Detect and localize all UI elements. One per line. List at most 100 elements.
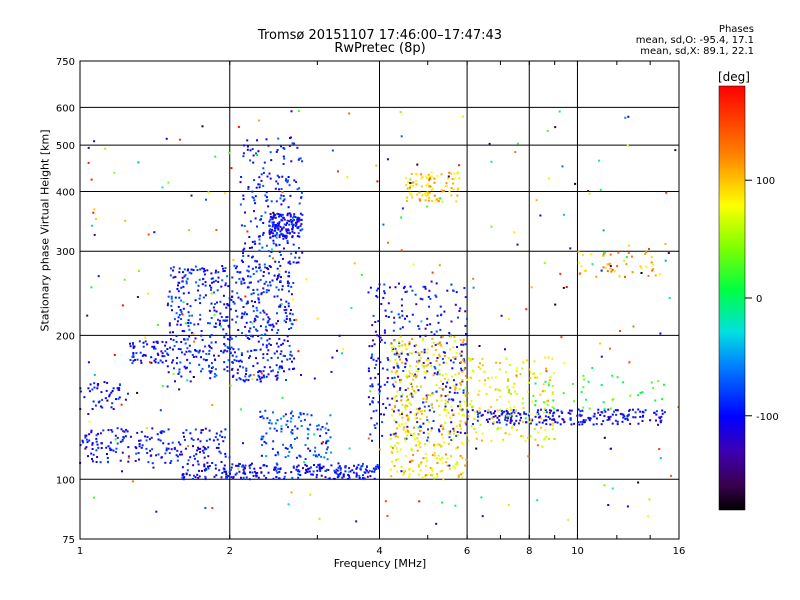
data-point bbox=[419, 410, 422, 413]
data-point bbox=[515, 370, 518, 373]
data-point bbox=[317, 424, 320, 427]
data-point bbox=[437, 321, 440, 324]
data-point bbox=[208, 438, 211, 441]
data-point bbox=[422, 422, 425, 425]
data-point bbox=[300, 218, 303, 221]
data-point bbox=[591, 367, 594, 369]
data-point bbox=[126, 430, 129, 433]
data-point bbox=[230, 298, 233, 301]
data-point bbox=[614, 270, 616, 273]
data-point bbox=[501, 411, 504, 414]
data-point bbox=[396, 370, 399, 373]
data-point bbox=[426, 191, 429, 194]
data-point bbox=[389, 343, 392, 346]
data-point bbox=[553, 411, 556, 414]
data-point bbox=[183, 330, 186, 333]
data-point bbox=[661, 412, 664, 415]
data-point bbox=[490, 440, 493, 443]
data-point bbox=[213, 313, 216, 316]
data-point bbox=[306, 427, 309, 430]
data-point bbox=[200, 356, 202, 359]
data-point bbox=[487, 408, 490, 411]
data-point bbox=[221, 265, 224, 267]
data-point bbox=[87, 146, 90, 149]
data-point bbox=[265, 291, 268, 294]
data-point bbox=[438, 373, 441, 376]
data-point bbox=[291, 446, 293, 449]
data-point bbox=[542, 411, 545, 414]
data-point bbox=[547, 356, 550, 359]
data-point bbox=[285, 423, 288, 426]
data-point bbox=[276, 451, 279, 454]
data-point bbox=[371, 353, 374, 356]
data-point bbox=[454, 373, 457, 376]
data-point bbox=[404, 343, 407, 346]
data-point bbox=[184, 274, 187, 277]
data-point bbox=[167, 442, 170, 445]
data-point bbox=[203, 448, 206, 451]
data-point bbox=[172, 372, 175, 375]
data-point bbox=[434, 344, 437, 346]
data-point bbox=[266, 175, 269, 178]
data-point bbox=[417, 360, 420, 363]
data-point bbox=[433, 177, 436, 180]
data-point bbox=[87, 161, 90, 164]
data-point bbox=[241, 465, 244, 468]
data-point bbox=[522, 435, 525, 438]
data-point bbox=[198, 350, 201, 353]
data-point bbox=[402, 370, 405, 372]
data-point bbox=[291, 230, 294, 233]
data-point bbox=[648, 498, 651, 501]
data-point bbox=[410, 392, 413, 395]
data-point bbox=[432, 393, 435, 395]
data-point bbox=[446, 394, 449, 397]
data-point bbox=[198, 278, 201, 281]
data-point bbox=[466, 411, 469, 414]
data-point bbox=[513, 390, 516, 393]
data-point bbox=[538, 416, 541, 419]
data-point bbox=[442, 436, 444, 439]
data-point bbox=[627, 244, 630, 247]
data-point bbox=[326, 446, 329, 449]
data-point bbox=[454, 357, 457, 360]
data-point bbox=[393, 465, 396, 467]
data-point bbox=[251, 378, 254, 381]
data-point bbox=[410, 182, 413, 184]
data-point bbox=[491, 417, 494, 420]
data-point bbox=[234, 473, 237, 476]
data-point bbox=[297, 220, 300, 223]
data-point bbox=[661, 398, 663, 401]
data-point bbox=[312, 454, 315, 457]
data-point bbox=[403, 426, 406, 429]
data-point bbox=[297, 464, 300, 467]
data-point bbox=[513, 405, 516, 408]
data-point bbox=[212, 280, 215, 283]
data-point bbox=[529, 371, 532, 374]
data-point bbox=[328, 477, 331, 480]
data-point bbox=[302, 412, 305, 415]
data-point bbox=[192, 269, 195, 272]
data-point bbox=[459, 454, 462, 457]
data-point bbox=[279, 264, 282, 267]
data-point bbox=[371, 439, 373, 442]
data-point bbox=[229, 351, 232, 354]
data-point bbox=[272, 221, 275, 224]
data-point bbox=[534, 415, 537, 418]
data-point bbox=[637, 408, 640, 411]
data-point bbox=[278, 234, 281, 237]
data-point bbox=[166, 304, 169, 307]
data-point bbox=[186, 347, 189, 350]
data-point bbox=[452, 289, 455, 292]
data-point bbox=[250, 334, 252, 337]
data-point bbox=[579, 410, 582, 413]
data-point bbox=[272, 215, 275, 218]
data-point bbox=[460, 350, 463, 353]
data-point bbox=[127, 456, 130, 459]
data-point bbox=[297, 473, 300, 476]
data-point bbox=[459, 405, 462, 408]
data-point bbox=[500, 413, 503, 416]
data-point bbox=[269, 344, 272, 346]
data-point bbox=[404, 389, 407, 391]
data-point bbox=[405, 184, 408, 187]
